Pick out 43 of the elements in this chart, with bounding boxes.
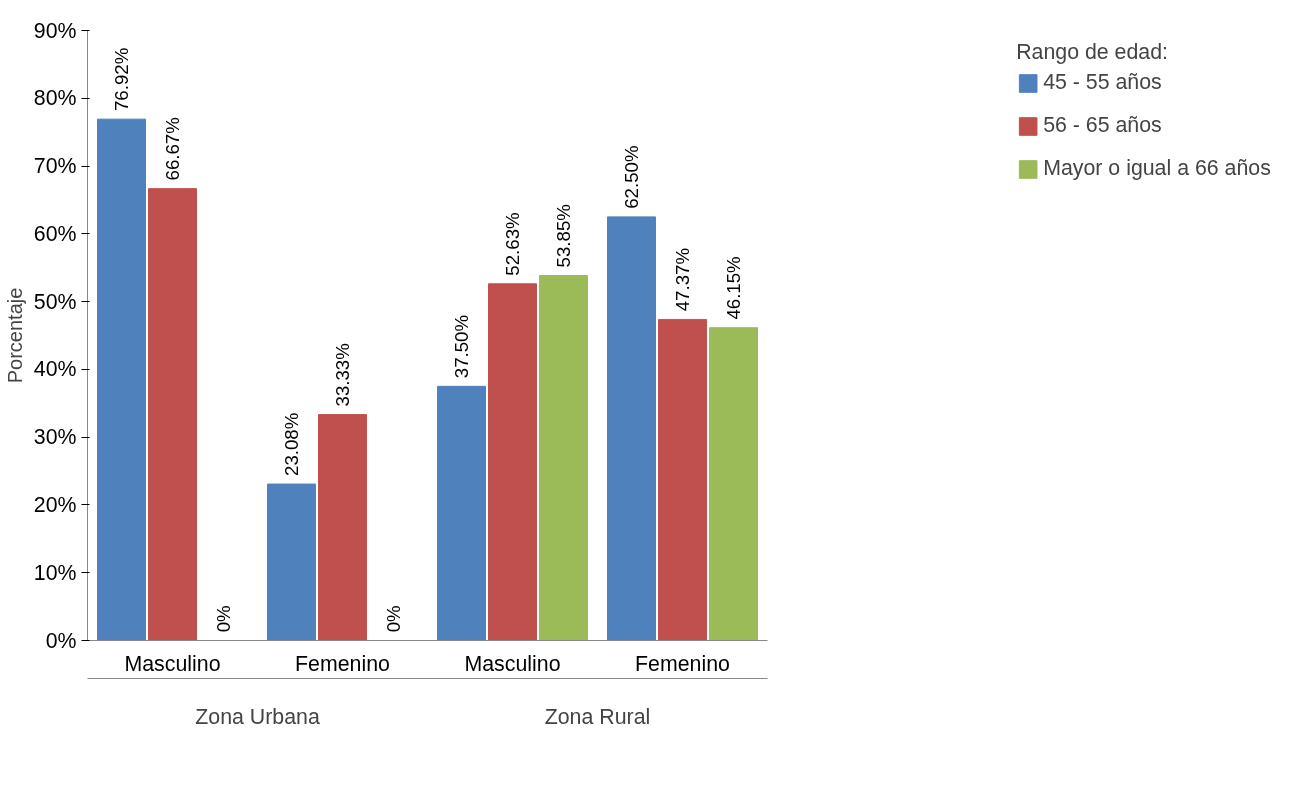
y-tick-label: 40% bbox=[33, 357, 77, 382]
data-label: 52.63% bbox=[502, 212, 523, 276]
y-tick-label: 80% bbox=[33, 86, 77, 111]
data-label: 37.50% bbox=[451, 314, 472, 379]
bar bbox=[607, 216, 656, 641]
data-label: 62.50% bbox=[621, 145, 642, 209]
x-tick-label: Femenino bbox=[295, 651, 390, 676]
data-label: 66.67% bbox=[162, 117, 183, 181]
bar bbox=[148, 188, 197, 641]
x-tick-label: Femenino bbox=[635, 651, 730, 676]
y-tick-label: 50% bbox=[33, 289, 77, 314]
data-label: 76.92% bbox=[111, 47, 132, 112]
y-tick-label: 30% bbox=[33, 425, 77, 450]
bar bbox=[539, 275, 588, 641]
x-tick-label: Masculino bbox=[464, 651, 561, 676]
y-axis-title: Porcentaje bbox=[3, 287, 26, 384]
text: Zona Rural bbox=[544, 704, 651, 729]
data-label: 0% bbox=[383, 605, 404, 633]
text: Zona Urbana bbox=[195, 704, 320, 729]
bar bbox=[658, 318, 707, 641]
data-label: 53.85% bbox=[553, 204, 574, 268]
data-label: 47.37% bbox=[672, 248, 693, 312]
data-label: 33.33% bbox=[332, 343, 353, 407]
y-tick-label: 10% bbox=[33, 560, 77, 585]
bar bbox=[318, 414, 367, 641]
y-tick-label: 90% bbox=[33, 18, 77, 43]
bar bbox=[437, 385, 486, 641]
y-tick-label: 60% bbox=[33, 221, 77, 246]
bar bbox=[97, 118, 146, 641]
data-label: 23.08% bbox=[281, 412, 302, 476]
y-tick-label: 0% bbox=[45, 628, 77, 653]
legend-label: 56 - 65 años bbox=[1043, 113, 1162, 138]
bar bbox=[709, 327, 758, 641]
bar bbox=[488, 283, 537, 641]
legend-label: Mayor o igual a 66 años bbox=[1043, 156, 1271, 181]
y-tick-label: 20% bbox=[33, 492, 77, 517]
x-tick-label: Masculino bbox=[124, 651, 221, 676]
y-tick-label: 70% bbox=[33, 154, 77, 179]
data-label: 0% bbox=[213, 605, 234, 633]
bar bbox=[267, 483, 316, 641]
legend-title: Rango de edad: bbox=[1016, 40, 1169, 65]
legend-label: 45 - 55 años bbox=[1043, 70, 1162, 95]
data-label: 46.15% bbox=[723, 256, 744, 320]
